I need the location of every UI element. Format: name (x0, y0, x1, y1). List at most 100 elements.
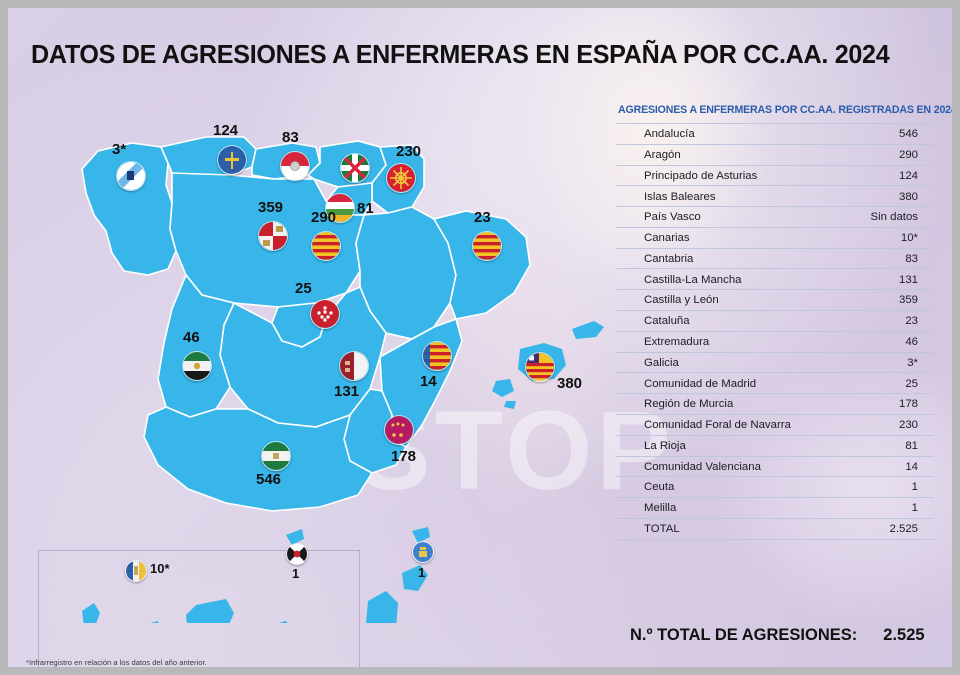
land-ceuta (286, 529, 304, 545)
table-row: Aragón 290 (616, 144, 934, 166)
table-title: AGRESIONES A ENFERMERAS POR CC.AA. REGIS… (618, 104, 952, 116)
table-row: Andalucía 546 (616, 123, 934, 145)
map-value-madrid: 25 (295, 280, 312, 297)
map-value-canarias: 10* (150, 561, 170, 576)
row-value: 1 (849, 497, 934, 519)
row-name: Principado de Asturias (616, 165, 850, 187)
map-value-la-rioja: 81 (357, 200, 374, 217)
table-row: Islas Baleares 380 (616, 185, 934, 208)
flag-badge-extremadura (182, 351, 212, 381)
data-panel: AGRESIONES A ENFERMERAS POR CC.AA. REGIS… (616, 104, 952, 540)
row-name: Islas Baleares (616, 185, 850, 208)
footnote: *Infrarregistro en relación a los datos … (26, 658, 207, 667)
row-name: Comunidad Valenciana (616, 456, 850, 478)
row-name: Ceuta (616, 476, 850, 499)
row-name: Cantabria (616, 248, 850, 270)
map-value-aragon: 290 (311, 209, 337, 226)
ceuta-melilla-land (286, 527, 430, 545)
table-row: Comunidad de Madrid 25 (616, 372, 934, 395)
flag-badge-navarra (386, 163, 416, 193)
flag-badge-andalucia (261, 441, 291, 471)
island-formentera (504, 401, 516, 409)
map-value-galicia: 3* (112, 141, 127, 158)
island-lanzarote (402, 565, 428, 591)
row-value: 3* (849, 352, 934, 374)
row-value: 23 (849, 310, 934, 332)
row-name: Canarias (616, 227, 850, 249)
agresiones-table: Andalucía 546 Aragón 290 Principado de A… (616, 123, 934, 540)
row-value: 25 (849, 372, 934, 395)
row-name: Cataluña (616, 310, 850, 332)
grand-total: N.º TOTAL DE AGRESIONES: 2.525 (630, 626, 925, 645)
map-value-asturias: 124 (213, 122, 239, 139)
flag-badge-valenciana (422, 341, 452, 371)
row-value: 546 (849, 123, 934, 145)
table-row: Cantabria 83 (616, 248, 934, 270)
row-name: Aragón (616, 144, 850, 166)
flag-badge-castilla-la-mancha (339, 351, 369, 381)
grand-total-label: N.º TOTAL DE AGRESIONES: (630, 626, 858, 644)
table-row: Galicia 3* (616, 352, 934, 374)
row-name: Comunidad de Madrid (616, 372, 850, 395)
row-value: 178 (849, 393, 934, 415)
map-value-murcia: 178 (391, 448, 417, 465)
table-row: Comunidad Valenciana 14 (616, 456, 934, 478)
flag-badge-la-rioja (325, 193, 355, 223)
row-value: 359 (849, 289, 934, 312)
island-la-palma (82, 603, 100, 623)
map-value-castilla-la-mancha: 131 (334, 383, 360, 400)
row-name-total: TOTAL (616, 518, 850, 540)
flag-badge-asturias (217, 145, 247, 175)
row-value: 230 (849, 414, 934, 436)
island-fuerteventura (366, 591, 398, 623)
flag-badge-baleares (525, 352, 555, 382)
row-value: 124 (849, 165, 934, 187)
canarias-inset-box (38, 550, 360, 667)
flag-badge-pais-vasco (340, 153, 370, 183)
map-value-cataluna: 23 (474, 209, 491, 226)
flag-badge-aragon (311, 231, 341, 261)
row-name: Región de Murcia (616, 393, 850, 415)
row-name: Castilla y León (616, 289, 850, 312)
row-value: 10* (849, 227, 934, 249)
map-value-cantabria: 83 (282, 129, 299, 146)
map-value-valenciana: 14 (420, 373, 437, 390)
island-gran-canaria (278, 621, 288, 623)
row-name: Galicia (616, 352, 850, 374)
row-name: País Vasco (616, 206, 850, 228)
row-value: 290 (849, 144, 934, 166)
island-la-gomera (150, 621, 159, 623)
page-title: DATOS DE AGRESIONES A ENFERMERAS EN ESPA… (31, 41, 890, 69)
table-row: Ceuta 1 (616, 476, 934, 499)
flag-badge-murcia (384, 415, 414, 445)
island-tenerife (186, 599, 234, 623)
grand-total-value: 2.525 (883, 626, 925, 644)
row-value: 131 (849, 268, 934, 291)
row-name: Andalucía (616, 123, 850, 145)
table-row: Castilla-La Mancha 131 (616, 268, 934, 291)
flag-badge-cantabria (280, 151, 310, 181)
table-row-total: TOTAL 2.525 (616, 518, 934, 540)
row-name: Comunidad Foral de Navarra (616, 414, 850, 436)
table-row: Castilla y León 359 (616, 289, 934, 312)
island-ibiza (492, 379, 514, 397)
map-value-navarra: 230 (396, 143, 422, 160)
table-row: Comunidad Foral de Navarra 230 (616, 414, 934, 436)
table-row: Melilla 1 (616, 497, 934, 519)
table-body: Andalucía 546 Aragón 290 Principado de A… (616, 123, 934, 540)
region-cataluna (432, 210, 531, 320)
map-value-melilla: 1 (418, 565, 426, 580)
flag-badge-cataluna (472, 231, 502, 261)
row-name: La Rioja (616, 435, 850, 457)
row-value: 46 (849, 331, 934, 353)
row-name: Extremadura (616, 331, 850, 353)
map-value-andalucia: 546 (256, 471, 282, 488)
table-row: Principado de Asturias 124 (616, 165, 934, 187)
map-value-extremadura: 46 (183, 329, 200, 346)
flag-badge-ceuta (286, 543, 308, 565)
map-value-ceuta: 1 (292, 566, 300, 581)
flag-badge-madrid (310, 299, 340, 329)
table-row: Canarias 10* (616, 227, 934, 249)
row-value: 83 (849, 248, 934, 270)
flag-badge-melilla (412, 541, 434, 563)
